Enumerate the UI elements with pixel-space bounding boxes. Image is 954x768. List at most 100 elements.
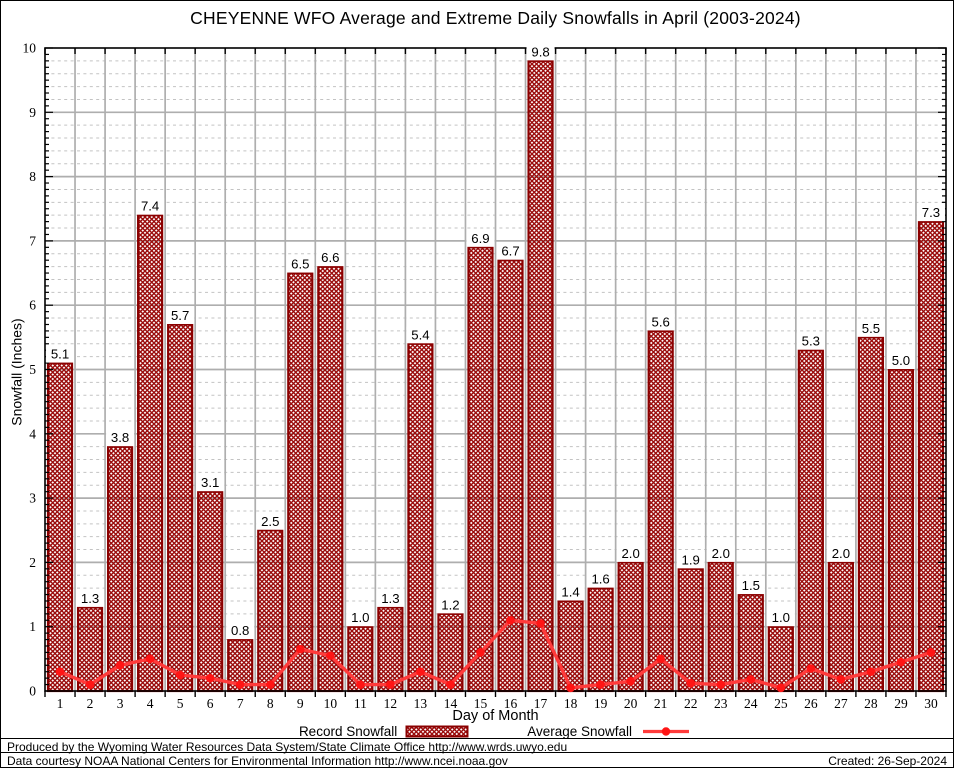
bar-value-label: 5.0 <box>892 353 910 368</box>
record-bars <box>46 59 945 693</box>
average-point <box>626 677 635 686</box>
average-point <box>716 680 726 689</box>
record-bar <box>106 445 134 693</box>
record-bar <box>377 606 404 693</box>
average-point <box>326 651 335 660</box>
average-point <box>686 678 696 688</box>
bar-value-label: 1.0 <box>772 610 790 625</box>
record-bar <box>587 587 614 693</box>
average-point <box>836 675 846 684</box>
average-point <box>866 667 876 677</box>
x-tick-label: 13 <box>414 696 428 711</box>
bar-value-label: 2.0 <box>712 546 730 561</box>
average-point <box>926 648 936 657</box>
x-tick-label: 6 <box>207 696 214 711</box>
chart-title: CHEYENNE WFO Average and Extreme Daily S… <box>190 8 801 28</box>
x-tick-label: 14 <box>444 696 458 711</box>
x-tick-label: 18 <box>564 696 578 711</box>
x-tick-label: 15 <box>474 696 488 711</box>
bar-value-label: 6.5 <box>291 257 309 272</box>
x-tick-label: 11 <box>354 696 367 711</box>
x-tick-labels: 1 2 3 4 5 6 7 8 9 10 11 12 13 14 15 16 17 18 19 20 21 22 23 24 2… <box>57 696 938 711</box>
record-bar <box>467 246 494 693</box>
bar-value-label: 1.3 <box>81 591 99 606</box>
x-tick-label: 28 <box>864 696 878 711</box>
y-tick-label: 5 <box>29 362 36 377</box>
average-line <box>59 618 932 690</box>
record-bar <box>617 561 644 693</box>
bar-value-label: 7.4 <box>141 199 159 214</box>
bar-value-label: 2.5 <box>261 514 279 529</box>
x-tick-label: 20 <box>624 696 638 711</box>
average-markers <box>55 615 936 693</box>
record-bar <box>527 59 554 693</box>
footer-produced-by: Produced by the Wyoming Water Resources … <box>7 740 568 754</box>
record-bar <box>287 271 314 693</box>
y-tick-label: 8 <box>29 169 36 184</box>
average-point <box>145 654 155 664</box>
x-tick-label: 12 <box>384 696 398 711</box>
record-bar <box>167 323 194 693</box>
record-bar <box>707 561 734 693</box>
record-bar <box>647 329 674 693</box>
record-bar <box>887 368 915 693</box>
bar-value-label: 5.6 <box>652 314 670 329</box>
record-bar <box>797 349 824 693</box>
average-point <box>446 680 455 689</box>
average-point <box>776 683 786 693</box>
record-bar <box>677 567 704 693</box>
average-point <box>295 644 305 654</box>
bar-value-label: 0.8 <box>231 623 249 638</box>
record-bar <box>767 625 794 693</box>
record-bar <box>197 490 224 693</box>
bar-value-label: 7.3 <box>922 205 940 220</box>
x-tick-label: 8 <box>267 696 274 711</box>
y-ticks <box>45 47 946 692</box>
x-tick-label: 1 <box>57 696 64 711</box>
bar-value-label: 5.1 <box>51 347 69 362</box>
record-bar <box>407 342 434 693</box>
bar-value-label: 1.2 <box>441 597 459 612</box>
x-tick-label: 16 <box>504 696 518 711</box>
average-point <box>356 680 365 689</box>
average-point <box>896 657 906 667</box>
x-tick-label: 24 <box>744 696 758 711</box>
bar-value-label: 3.1 <box>201 475 219 490</box>
x-tick-label: 30 <box>924 696 938 711</box>
y-tick-label: 10 <box>23 41 37 56</box>
y-tick-label: 4 <box>29 426 36 441</box>
y-tick-label: 0 <box>29 684 36 699</box>
x-tick-label: 2 <box>87 696 94 711</box>
x-tick-label: 26 <box>804 696 818 711</box>
legend-record-label: Record Snowfall <box>298 723 398 739</box>
record-bar <box>557 599 584 693</box>
bar-value-label: 1.6 <box>591 572 609 587</box>
bar-value-label: 5.3 <box>802 334 820 349</box>
x-tick-label: 17 <box>534 696 548 711</box>
chart-legend: Record Snowfall Average Snowfall <box>45 723 946 739</box>
average-point <box>536 619 545 628</box>
average-point <box>416 667 425 677</box>
average-point <box>115 660 125 670</box>
x-tick-label: 29 <box>894 696 908 711</box>
average-point <box>386 680 395 689</box>
footer-divider-bottom <box>1 752 953 753</box>
bar-value-labels: 5.1 1.3 3.8 7.4 5.7 3.1 0.8 2.5 6.5 6.6 1.0 1.3 5.4 1… <box>46 43 945 640</box>
record-bar <box>497 259 524 693</box>
bar-value-label: 1.3 <box>381 591 399 606</box>
average-point <box>55 667 65 677</box>
legend-average-label: Average Snowfall <box>527 723 633 739</box>
bar-value-label: 2.0 <box>621 546 639 561</box>
record-bar <box>257 529 284 693</box>
bar-value-label: 9.8 <box>531 44 549 59</box>
footer-data-courtesy: Data courtesy NOAA National Centers for … <box>7 754 508 768</box>
bar-value-label: 1.0 <box>351 610 369 625</box>
record-swatch-icon <box>405 725 469 737</box>
bar-value-label: 3.8 <box>111 430 129 445</box>
y-tick-label: 2 <box>29 555 36 570</box>
y-tick-label: 9 <box>29 105 36 120</box>
average-point <box>476 648 485 657</box>
average-point <box>85 680 95 689</box>
footer-divider-top <box>1 738 953 739</box>
